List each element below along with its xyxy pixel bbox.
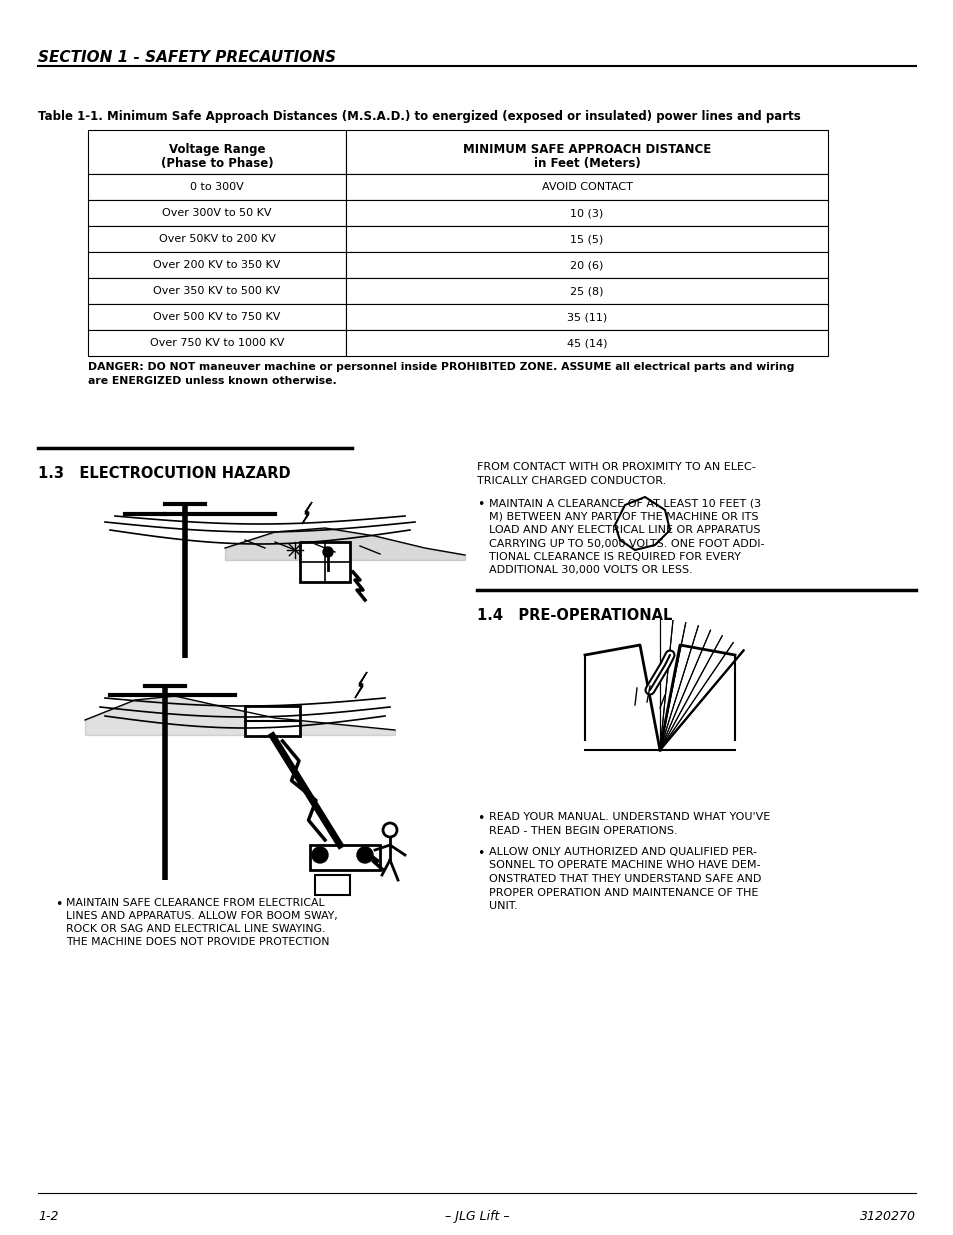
Text: 0 to 300V: 0 to 300V (190, 182, 244, 191)
Bar (88, 130, 346, 174)
Text: Over 300V to 50 KV: Over 300V to 50 KV (162, 207, 272, 219)
Bar (88, 226, 346, 252)
Text: (Phase to Phase): (Phase to Phase) (160, 157, 273, 170)
Text: ADDITIONAL 30,000 VOLTS OR LESS.: ADDITIONAL 30,000 VOLTS OR LESS. (489, 566, 692, 576)
Text: 15 (5): 15 (5) (570, 233, 603, 245)
Text: 3120270: 3120270 (859, 1210, 915, 1223)
Text: Voltage Range: Voltage Range (169, 143, 265, 156)
Text: ALLOW ONLY AUTHORIZED AND QUALIFIED PER-: ALLOW ONLY AUTHORIZED AND QUALIFIED PER- (489, 847, 757, 857)
Text: 20 (6): 20 (6) (570, 261, 603, 270)
Text: TIONAL CLEARANCE IS REQUIRED FOR EVERY: TIONAL CLEARANCE IS REQUIRED FOR EVERY (489, 552, 740, 562)
Bar (245, 706, 299, 736)
Bar (88, 200, 346, 226)
Text: 1.3   ELECTROCUTION HAZARD: 1.3 ELECTROCUTION HAZARD (38, 466, 291, 480)
Text: MAINTAIN SAFE CLEARANCE FROM ELECTRICAL: MAINTAIN SAFE CLEARANCE FROM ELECTRICAL (66, 898, 324, 908)
Text: Table 1-1. Minimum Safe Approach Distances (M.S.A.D.) to energized (exposed or i: Table 1-1. Minimum Safe Approach Distanc… (38, 110, 800, 124)
Bar (88, 278, 346, 304)
Text: ROCK OR SAG AND ELECTRICAL LINE SWAYING.: ROCK OR SAG AND ELECTRICAL LINE SWAYING. (66, 924, 325, 934)
Text: MAINTAIN A CLEARANCE OF AT LEAST 10 FEET (3: MAINTAIN A CLEARANCE OF AT LEAST 10 FEET… (489, 498, 760, 508)
Text: •: • (55, 898, 62, 911)
Text: 25 (8): 25 (8) (570, 287, 603, 296)
Text: 35 (11): 35 (11) (566, 312, 606, 322)
Text: THE MACHINE DOES NOT PROVIDE PROTECTION: THE MACHINE DOES NOT PROVIDE PROTECTION (66, 937, 329, 947)
Text: READ YOUR MANUAL. UNDERSTAND WHAT YOU'VE: READ YOUR MANUAL. UNDERSTAND WHAT YOU'VE (489, 811, 769, 823)
Circle shape (312, 847, 328, 863)
Bar (310, 845, 379, 869)
Polygon shape (615, 496, 669, 550)
Text: PROPER OPERATION AND MAINTENANCE OF THE: PROPER OPERATION AND MAINTENANCE OF THE (489, 888, 758, 898)
Polygon shape (355, 672, 367, 698)
Text: Over 200 KV to 350 KV: Over 200 KV to 350 KV (153, 261, 280, 270)
Text: LOAD AND ANY ELECTRICAL LINE OR APPARATUS: LOAD AND ANY ELECTRICAL LINE OR APPARATU… (489, 525, 760, 535)
Bar (299, 542, 350, 582)
Bar (346, 174, 827, 200)
Text: 1-2: 1-2 (38, 1210, 58, 1223)
Text: are ENERGIZED unless known otherwise.: are ENERGIZED unless known otherwise. (88, 375, 336, 387)
Text: Over 500 KV to 750 KV: Over 500 KV to 750 KV (153, 312, 280, 322)
Bar (88, 304, 346, 330)
Bar (346, 252, 827, 278)
Bar (88, 252, 346, 278)
Circle shape (323, 547, 333, 557)
Bar (346, 304, 827, 330)
Bar (346, 226, 827, 252)
Text: DANGER: DO NOT maneuver machine or personnel inside PROHIBITED ZONE. ASSUME all : DANGER: DO NOT maneuver machine or perso… (88, 362, 794, 372)
Text: 1.4   PRE-OPERATIONAL: 1.4 PRE-OPERATIONAL (476, 608, 672, 622)
Bar (346, 130, 827, 174)
Bar (314, 876, 350, 895)
Text: LINES AND APPARATUS. ALLOW FOR BOOM SWAY,: LINES AND APPARATUS. ALLOW FOR BOOM SWAY… (66, 911, 337, 921)
Circle shape (356, 847, 373, 863)
Text: – JLG Lift –: – JLG Lift – (444, 1210, 509, 1223)
Text: in Feet (Meters): in Feet (Meters) (533, 157, 639, 170)
Text: AVOID CONTACT: AVOID CONTACT (541, 182, 632, 191)
Text: SONNEL TO OPERATE MACHINE WHO HAVE DEM-: SONNEL TO OPERATE MACHINE WHO HAVE DEM- (489, 861, 760, 871)
Text: READ - THEN BEGIN OPERATIONS.: READ - THEN BEGIN OPERATIONS. (489, 825, 677, 836)
Bar (88, 330, 346, 356)
Text: M) BETWEEN ANY PART OF THE MACHINE OR ITS: M) BETWEEN ANY PART OF THE MACHINE OR IT… (489, 511, 758, 521)
Bar (346, 278, 827, 304)
Polygon shape (302, 501, 312, 524)
Text: FROM CONTACT WITH OR PROXIMITY TO AN ELEC-: FROM CONTACT WITH OR PROXIMITY TO AN ELE… (476, 462, 755, 472)
Text: Over 350 KV to 500 KV: Over 350 KV to 500 KV (153, 287, 280, 296)
Text: TRICALLY CHARGED CONDUCTOR.: TRICALLY CHARGED CONDUCTOR. (476, 475, 665, 487)
Bar (88, 174, 346, 200)
Bar (346, 200, 827, 226)
Text: MINIMUM SAFE APPROACH DISTANCE: MINIMUM SAFE APPROACH DISTANCE (462, 143, 710, 156)
Text: Over 750 KV to 1000 KV: Over 750 KV to 1000 KV (150, 338, 284, 348)
Text: •: • (476, 498, 484, 511)
Text: UNIT.: UNIT. (489, 902, 517, 911)
Text: •: • (476, 811, 484, 825)
Text: •: • (476, 847, 484, 860)
Text: 10 (3): 10 (3) (570, 207, 603, 219)
Text: Over 50KV to 200 KV: Over 50KV to 200 KV (158, 233, 275, 245)
Text: ONSTRATED THAT THEY UNDERSTAND SAFE AND: ONSTRATED THAT THEY UNDERSTAND SAFE AND (489, 874, 760, 884)
Text: SECTION 1 - SAFETY PRECAUTIONS: SECTION 1 - SAFETY PRECAUTIONS (38, 49, 335, 65)
Text: 45 (14): 45 (14) (566, 338, 607, 348)
Bar (346, 330, 827, 356)
Text: CARRYING UP TO 50,000 VOLTS. ONE FOOT ADDI-: CARRYING UP TO 50,000 VOLTS. ONE FOOT AD… (489, 538, 763, 548)
